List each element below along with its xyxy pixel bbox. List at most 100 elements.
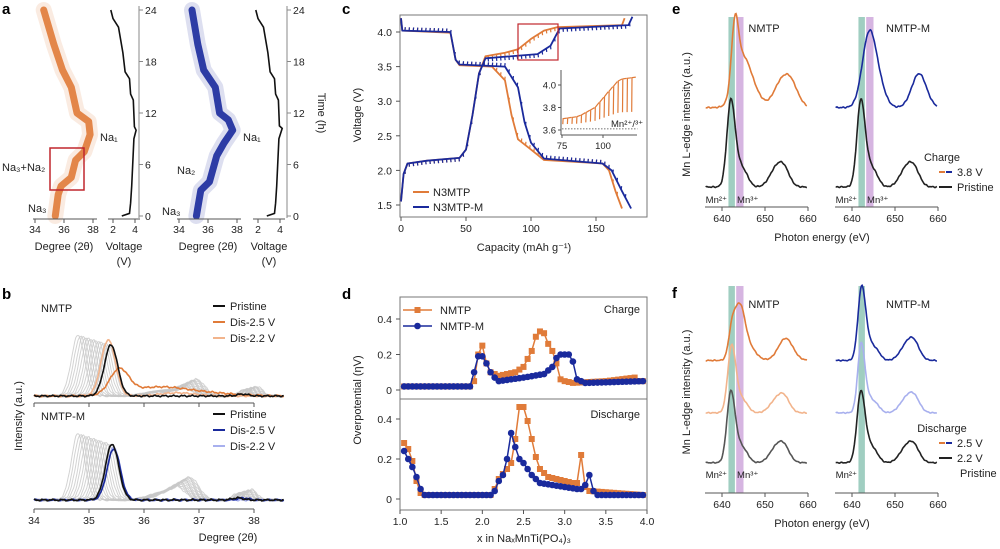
x-tick-label: 100 [522, 223, 540, 235]
marker-square [594, 488, 601, 495]
marker-square [565, 479, 572, 485]
legend-label: Dis-2.5 V [230, 317, 276, 329]
marker-square [536, 466, 543, 472]
marker-square [561, 478, 568, 484]
marker-square [504, 371, 511, 378]
time-tick-label: 18 [145, 57, 157, 69]
xrd-gray-curve [33, 337, 284, 398]
marker-square [541, 470, 548, 476]
marker-square [524, 355, 531, 362]
marker-square [574, 379, 581, 386]
legend-label: N3MTP-M [433, 202, 483, 214]
x-axis-label: Degree (2θ) [35, 241, 94, 253]
marker-square [409, 458, 416, 464]
marker-square [401, 440, 408, 446]
inset-y-tick-label: 3.6 [543, 126, 556, 137]
x-tick-label: 0 [398, 223, 404, 235]
spectrum-2.2V [705, 343, 808, 415]
marker-circle [487, 491, 494, 499]
marker-square [516, 366, 523, 373]
inset-annotation: Mn²⁺/³⁺ [611, 119, 643, 130]
spectrum-Pristine [835, 389, 938, 465]
marker-circle [499, 471, 507, 479]
marker-circle [532, 475, 540, 483]
marker-square [578, 452, 585, 458]
x-tick-label: 36 [202, 224, 214, 236]
marker-square [512, 369, 519, 376]
voltage-curve-NMTP-M [255, 9, 284, 217]
marker-circle [569, 358, 577, 365]
y-tick-label: 2.0 [377, 165, 392, 177]
marker-circle [409, 463, 416, 471]
marker-square [504, 466, 511, 472]
legend-title: Discharge [917, 423, 967, 435]
marker-circle [495, 477, 503, 485]
marker-square [520, 404, 527, 410]
marker-square [553, 476, 560, 482]
marker-circle [590, 487, 597, 495]
phase-annotation: Na₁ [243, 132, 261, 144]
time-tick-label: 24 [145, 5, 157, 17]
marker-square [524, 418, 531, 424]
subplot-label: Charge [604, 304, 640, 316]
x-tick-label: 3.5 [599, 516, 614, 528]
x-tick-label: 640 [713, 499, 731, 511]
x-tick-label: 650 [756, 499, 774, 511]
marker-circle [400, 447, 408, 455]
x-tick-label: 3.0 [557, 516, 572, 528]
marker-circle [520, 459, 527, 467]
marker-square [495, 372, 502, 379]
spectrum-2.2V [835, 341, 938, 415]
panel-label-e: e [672, 1, 680, 18]
time-tick-label: 0 [145, 211, 151, 223]
legend-label: Pristine [230, 409, 267, 421]
xrd-gray-curve [33, 335, 284, 398]
x-tick-label: 1.5 [434, 516, 449, 528]
marker-square [627, 375, 634, 382]
marker-circle [581, 481, 589, 489]
band-mn2 [728, 17, 735, 207]
band-label-mn2: Mn²⁺ [706, 195, 727, 206]
inset-curve [562, 76, 636, 125]
marker-square [549, 347, 556, 354]
voltage-tick-label: 4 [277, 224, 283, 236]
marker-square [574, 480, 581, 486]
marker-circle [404, 455, 412, 463]
marker-square [491, 371, 498, 378]
legend-label: 2.5 V [957, 438, 983, 450]
x-tick-label: 38 [87, 224, 99, 236]
voltage-axis-unit: (V) [262, 256, 277, 268]
x-tick-label: 34 [29, 224, 41, 236]
curve-N3MTP-M-charge [400, 16, 634, 202]
marker-circle [487, 368, 494, 376]
marker-square [545, 474, 552, 480]
marker-circle [549, 363, 556, 371]
band-mn2 [858, 17, 865, 207]
plot-frame [399, 14, 648, 218]
y-axis-label: Mn L-edge intensity (a.u.) [681, 330, 693, 455]
x-tick-label: 1.0 [393, 516, 408, 528]
y-tick-label: 3.5 [377, 62, 392, 74]
xrd-gray-curve [33, 337, 284, 398]
y-tick-label: 0 [386, 385, 392, 397]
marker-square [508, 460, 515, 466]
band-mn3 [736, 17, 744, 207]
x-tick-label: 660 [929, 213, 947, 225]
spectrum-3.8V [835, 28, 938, 109]
marker-square [536, 328, 543, 335]
x-tick-label: 50 [460, 223, 472, 235]
marker-square [499, 371, 506, 378]
marker-circle [511, 443, 519, 451]
subplot-title: NMTP [748, 299, 779, 311]
x-tick-label: 660 [799, 499, 817, 511]
marker-circle [470, 368, 478, 376]
x-tick-label: 36 [58, 224, 70, 236]
y-tick-label: 1.5 [377, 200, 392, 212]
marker-circle [639, 377, 647, 385]
legend-label: Pristine [230, 301, 267, 313]
spectrum-Pristine [835, 98, 938, 189]
subplot-title: NMTP-M [886, 299, 930, 311]
y-axis-label: Voltage (V) [352, 88, 364, 142]
legend-label: NMTP [440, 305, 471, 317]
marker-square [561, 378, 568, 385]
